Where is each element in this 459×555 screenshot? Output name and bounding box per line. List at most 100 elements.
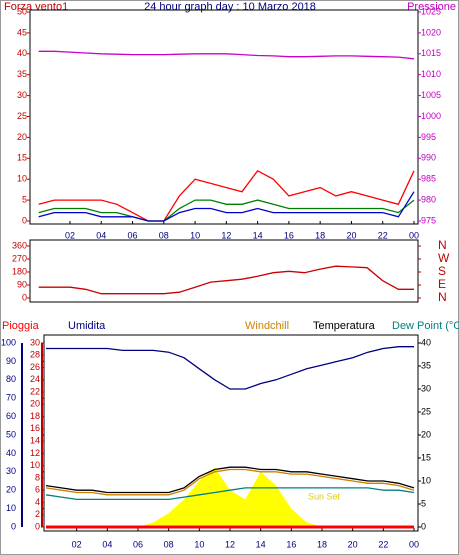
y-tick-label: 25 bbox=[17, 111, 27, 121]
series-line bbox=[38, 265, 414, 295]
legend-entry: Umidita bbox=[68, 320, 106, 332]
y-tick-label: 100 bbox=[1, 337, 16, 347]
legend-entry: Dew Point (°C bbox=[392, 320, 459, 332]
y3-tick-label: 14 bbox=[30, 436, 40, 446]
x-tick-label: 18 bbox=[317, 539, 327, 549]
y-tick-label: 10 bbox=[6, 503, 16, 513]
annotation: Sun Set bbox=[308, 491, 341, 501]
series-line bbox=[46, 346, 414, 390]
y-tick-label: 30 bbox=[6, 466, 16, 476]
y-tick-label: 80 bbox=[6, 374, 16, 384]
y2-tick-label: 30 bbox=[421, 383, 431, 393]
x-tick-label: 22 bbox=[378, 539, 388, 549]
y2-tick-label: 25 bbox=[421, 406, 431, 416]
y-label: Forza vento1 bbox=[4, 1, 68, 13]
y3-tick-label: 28 bbox=[30, 350, 40, 360]
y3-tick-label: 0 bbox=[35, 521, 40, 531]
y-tick-label: 10 bbox=[17, 174, 27, 184]
y2-tick-label: 1025 bbox=[421, 6, 441, 16]
y3-tick-label: 10 bbox=[30, 460, 40, 470]
y-tick-label: 40 bbox=[6, 448, 16, 458]
legend-entry: Temperatura bbox=[313, 320, 376, 332]
x-tick-label: 00 bbox=[409, 230, 419, 240]
y2-tick-label: 1010 bbox=[421, 69, 441, 79]
y-tick-label: 0 bbox=[22, 215, 27, 225]
series-line bbox=[45, 468, 415, 496]
y2-tick-label: 995 bbox=[421, 132, 436, 142]
series-line bbox=[38, 50, 415, 60]
y-tick-label: 70 bbox=[6, 393, 16, 403]
y3-tick-label: 30 bbox=[30, 337, 40, 347]
x-tick-label: 18 bbox=[315, 230, 325, 240]
x-tick-label: 10 bbox=[194, 539, 204, 549]
y3-tick-label: 22 bbox=[30, 386, 40, 396]
y2-label: Pressione bbox=[407, 1, 456, 13]
y-tick-label: 30 bbox=[17, 90, 27, 100]
legend-entry: Pioggia bbox=[2, 320, 40, 332]
x-tick-label: 12 bbox=[225, 539, 235, 549]
y-tick-label: 90 bbox=[6, 356, 16, 366]
y2-tick-label: 1000 bbox=[421, 111, 441, 121]
y-tick-label: 0 bbox=[22, 292, 27, 302]
series-line bbox=[45, 487, 415, 501]
y-tick-label: 5 bbox=[22, 194, 27, 204]
x-tick-label: 14 bbox=[253, 230, 263, 240]
y-tick-label: 20 bbox=[17, 132, 27, 142]
y-tick-label: 45 bbox=[17, 27, 27, 37]
y2-tick-label: N bbox=[438, 290, 447, 304]
y2-tick-label: 985 bbox=[421, 174, 436, 184]
y2-tick-label: 40 bbox=[421, 337, 431, 347]
x-tick-label: 04 bbox=[102, 539, 112, 549]
y-tick-label: 0 bbox=[11, 521, 16, 531]
y3-tick-label: 2 bbox=[35, 509, 40, 519]
series-line bbox=[45, 466, 415, 494]
y3-tick-label: 26 bbox=[30, 362, 40, 372]
x-tick-label: 22 bbox=[378, 230, 388, 240]
y3-tick-label: 18 bbox=[30, 411, 40, 421]
chart-title: 24 hour graph day : 10 Marzo 2018 bbox=[144, 1, 316, 13]
x-tick-label: 08 bbox=[164, 539, 174, 549]
series-line bbox=[38, 199, 415, 222]
x-tick-label: 16 bbox=[284, 230, 294, 240]
y2-tick-label: W bbox=[438, 251, 450, 265]
x-tick-label: 20 bbox=[348, 539, 358, 549]
y2-tick-label: 1015 bbox=[421, 48, 441, 58]
x-tick-label: 02 bbox=[72, 539, 82, 549]
y3-tick-label: 24 bbox=[30, 374, 40, 384]
y-tick-label: 50 bbox=[17, 6, 27, 16]
y-tick-label: 40 bbox=[17, 48, 27, 58]
x-tick-label: 04 bbox=[96, 230, 106, 240]
x-tick-label: 20 bbox=[346, 230, 356, 240]
y3-tick-label: 8 bbox=[35, 472, 40, 482]
x-tick-label: 00 bbox=[409, 539, 419, 549]
series-line bbox=[38, 191, 415, 222]
y2-tick-label: 5 bbox=[421, 498, 426, 508]
y2-tick-label: 975 bbox=[421, 215, 436, 225]
x-tick-label: 10 bbox=[190, 230, 200, 240]
y2-tick-label: 35 bbox=[421, 360, 431, 370]
y-tick-label: 180 bbox=[12, 266, 27, 276]
plot-frame bbox=[29, 239, 419, 303]
y2-tick-label: 0 bbox=[421, 521, 426, 531]
y-tick-label: 20 bbox=[6, 485, 16, 495]
y-tick-label: 15 bbox=[17, 153, 27, 163]
x-tick-label: 06 bbox=[133, 539, 143, 549]
y2-tick-label: 980 bbox=[421, 194, 436, 204]
series-line bbox=[38, 169, 415, 222]
x-tick-label: 02 bbox=[65, 230, 75, 240]
y2-tick-label: S bbox=[438, 264, 446, 278]
y2-tick-label: 20 bbox=[421, 429, 431, 439]
y2-tick-label: E bbox=[438, 277, 446, 291]
y2-tick-label: 1005 bbox=[421, 90, 441, 100]
x-tick-label: 12 bbox=[221, 230, 231, 240]
x-tick-label: 06 bbox=[128, 230, 138, 240]
y2-tick-label: 15 bbox=[421, 452, 431, 462]
y-tick-label: 360 bbox=[12, 240, 27, 250]
y-tick-label: 90 bbox=[17, 279, 27, 289]
y-tick-label: 50 bbox=[6, 429, 16, 439]
y2-tick-label: 10 bbox=[421, 475, 431, 485]
y2-tick-label: 990 bbox=[421, 153, 436, 163]
y3-tick-label: 6 bbox=[35, 485, 40, 495]
